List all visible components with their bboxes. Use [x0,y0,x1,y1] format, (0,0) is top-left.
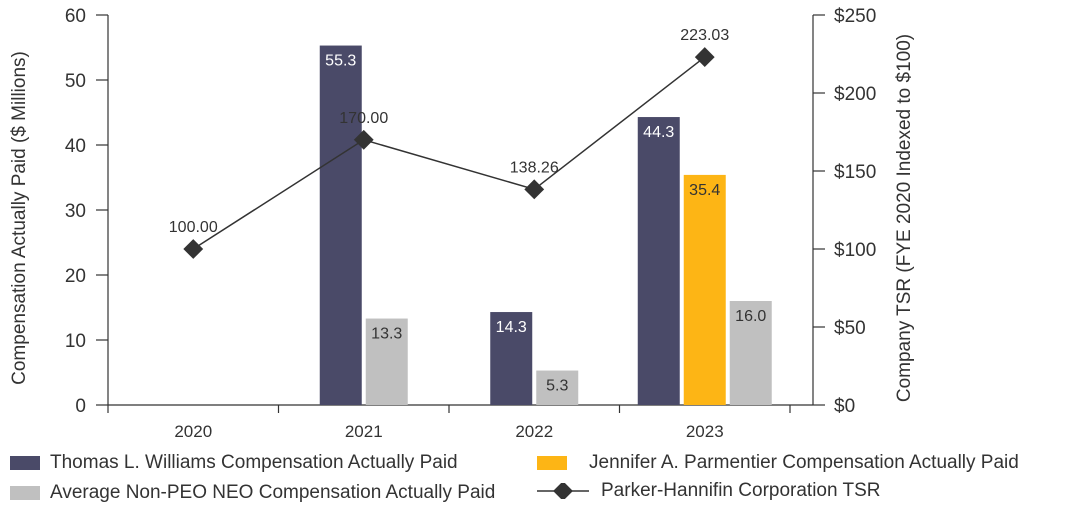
bar [729,301,772,405]
tsr-point [183,239,204,259]
bar-value-label: 13.3 [371,326,402,343]
y-tick-label: 50 [65,71,86,92]
legend-item-parmentier: Jennifer A. Parmentier Compensation Actu… [537,452,1019,474]
legend-label-non-peo: Average Non-PEO NEO Compensation Actuall… [50,482,496,503]
chart: 0 10 20 30 40 50 60 $0 $50 $100 $150 $200 $250 2020 20… [9,6,915,441]
y-axis-title: Compensation Actually Paid ($ Millions) [9,51,30,385]
bar [490,312,533,405]
y-tick-label: 0 [75,396,86,417]
y-tick-label: 10 [65,331,86,352]
legend: Thomas L. Williams Compensation Actually… [0,446,1068,509]
bar-value-label: 14.3 [496,319,527,336]
bar [319,45,362,406]
bar-value-label: 35.4 [689,182,720,199]
x-tick-label: 2021 [345,422,383,441]
y2-axis-title: Company TSR (FYE 2020 Indexed to $100) [894,34,915,402]
legend-label-parmentier: Jennifer A. Parmentier Compensation Actu… [589,452,1019,473]
legend-label-tsr: Parker-Hannifin Corporation TSR [601,480,881,501]
y2-tick-label: $250 [834,6,876,27]
y-tick-label: 30 [65,201,86,222]
tsr-line [192,56,706,250]
bar [637,117,680,406]
bar-value-label: 55.3 [325,53,356,70]
y-tick-label: 40 [65,136,86,157]
bar [536,370,579,405]
legend-item-tsr: Parker-Hannifin Corporation TSR [537,480,881,502]
tsr-value-label: 223.03 [680,27,729,44]
y2-tick-label: $50 [834,318,866,339]
y2-tick-label: $100 [834,240,876,261]
x-tick-label: 2020 [174,422,212,441]
legend-swatch-non-peo [10,486,40,500]
y2-tick-label: $200 [834,84,876,105]
legend-label-williams: Thomas L. Williams Compensation Actually… [50,452,458,473]
bar [365,318,408,405]
y2-tick-label: $150 [834,162,876,183]
bar-value-label: 16.0 [735,308,766,325]
legend-item-williams: Thomas L. Williams Compensation Actually… [10,452,458,474]
y-tick-label: 60 [65,6,86,27]
y-tick-label: 20 [65,266,86,287]
bar-value-label: 5.3 [546,378,568,395]
legend-swatch-williams [10,456,40,470]
y2-tick-label: $0 [834,396,855,417]
tsr-point [524,179,545,200]
x-tick-label: 2022 [515,422,553,441]
bar [683,174,726,405]
x-tick-label: 2023 [686,422,724,441]
tsr-value-label: 170.00 [339,110,388,127]
tsr-point [353,129,374,150]
tsr-value-label: 100.00 [169,219,218,236]
legend-item-non-peo: Average Non-PEO NEO Compensation Actuall… [10,482,495,504]
tsr-point [694,47,715,67]
legend-swatch-parmentier [537,456,567,470]
legend-swatch-tsr [537,483,589,499]
tsr-value-label: 138.26 [510,159,559,176]
bar-value-label: 44.3 [643,124,674,141]
